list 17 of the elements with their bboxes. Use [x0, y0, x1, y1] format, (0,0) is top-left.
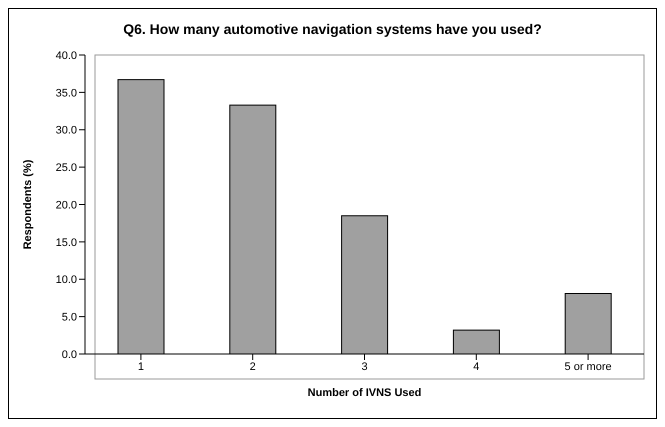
- y-tick-label: 10.0: [56, 274, 77, 286]
- x-tick-label: 2: [250, 360, 256, 373]
- x-axis-title: Number of IVNS Used: [308, 387, 422, 399]
- y-tick-label: 40.0: [56, 50, 77, 62]
- y-tick-label: 20.0: [56, 199, 77, 212]
- y-tick-label: 5.0: [62, 312, 77, 324]
- y-tick-label: 15.0: [56, 236, 77, 249]
- x-tick-label: 4: [473, 360, 480, 373]
- x-tick-label: 1: [138, 360, 144, 373]
- y-tick-label: 35.0: [56, 87, 77, 100]
- y-tick-label: 25.0: [56, 162, 77, 174]
- y-tick-label: 0.0: [62, 348, 77, 361]
- x-tick-label: 5 or more: [564, 360, 612, 373]
- x-tick-label: 3: [361, 360, 368, 373]
- y-axis-title: Respondents (%): [22, 159, 34, 250]
- chart-title: Q6. How many automotive navigation systems have you used?: [122, 21, 543, 37]
- y-tick-label: 30.0: [56, 124, 77, 137]
